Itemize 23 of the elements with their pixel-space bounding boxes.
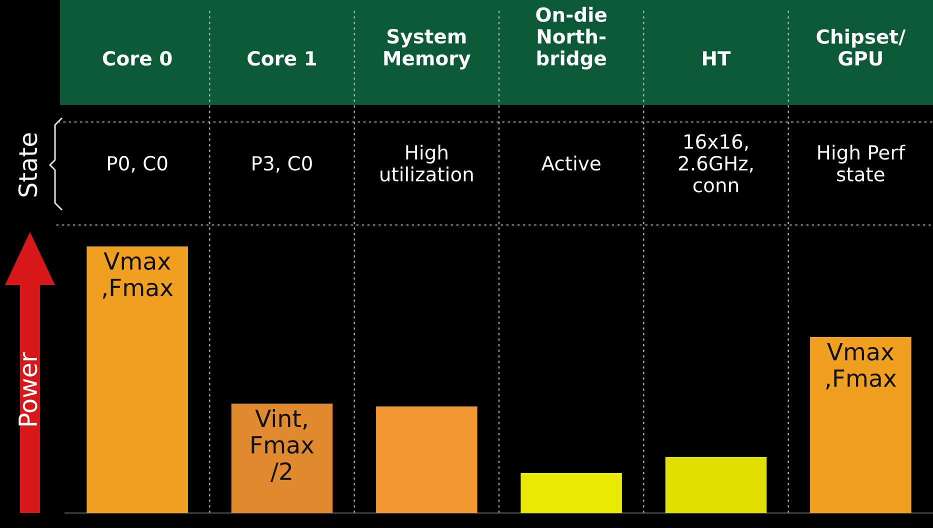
x-tick-label: Core 1	[248, 50, 316, 66]
text: P0, C0	[108, 156, 168, 173]
text: High utilization	[380, 144, 473, 182]
text: Active	[541, 156, 600, 171]
bar	[810, 337, 912, 513]
x-tick-label: Chipset/ GPU	[816, 28, 906, 66]
text: 16x16, 2.6GHz, conn	[678, 134, 753, 192]
x-tick-label: HT	[703, 51, 731, 66]
text: High Perf state	[818, 144, 906, 182]
text: State	[18, 133, 38, 196]
annotation: Vint, Fmax /2	[252, 409, 314, 482]
x-tick-label: Core 0	[102, 50, 172, 66]
annotation: Vmax ,Fmax	[826, 343, 896, 390]
bar	[86, 246, 188, 513]
x-tick-label: On-die North- bridge	[536, 6, 606, 70]
bar	[231, 404, 333, 513]
y-axis-title: Power	[18, 352, 38, 426]
annotation: Vmax ,Fmax	[102, 252, 173, 299]
bar	[665, 457, 767, 513]
bar	[376, 406, 478, 513]
text: P3, C0	[252, 156, 312, 173]
bar	[520, 473, 622, 513]
x-tick-label: System Memory	[384, 28, 471, 70]
